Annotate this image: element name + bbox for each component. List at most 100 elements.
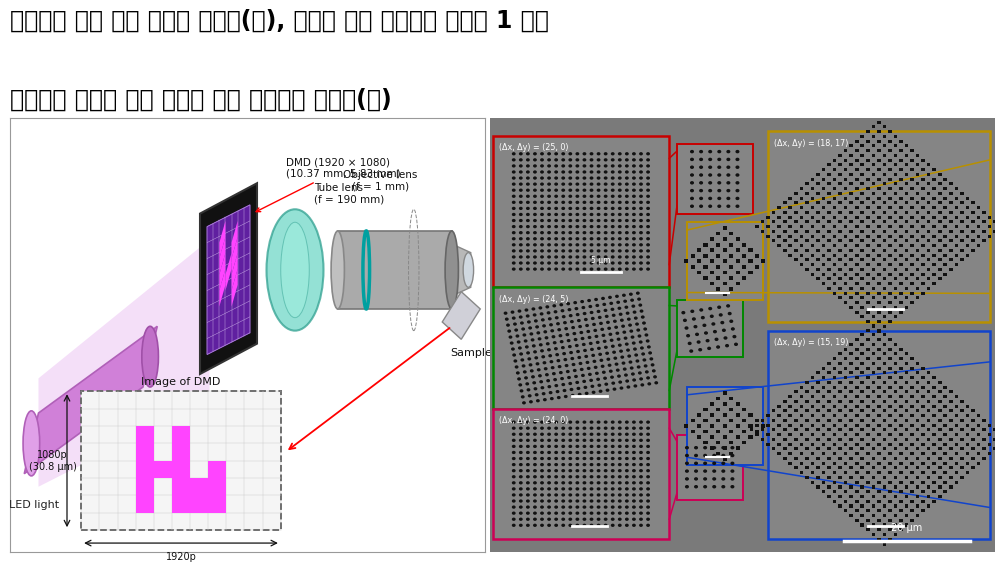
Bar [691, 419, 695, 422]
Circle shape [547, 451, 551, 454]
Circle shape [547, 195, 551, 198]
Bar [822, 367, 825, 370]
Bar [888, 159, 892, 162]
Circle shape [575, 158, 579, 162]
Polygon shape [232, 221, 238, 258]
Bar [805, 202, 809, 204]
Bar [723, 248, 727, 252]
Bar [955, 462, 958, 464]
Circle shape [575, 213, 579, 216]
Bar [729, 397, 733, 400]
Bar [777, 433, 781, 436]
Bar [844, 414, 847, 417]
Circle shape [554, 475, 558, 479]
Bar [883, 135, 886, 138]
Circle shape [519, 195, 523, 198]
Bar [888, 196, 892, 200]
Bar [955, 405, 958, 408]
Bar [883, 466, 886, 470]
Bar [822, 244, 825, 247]
Ellipse shape [463, 253, 474, 287]
Circle shape [618, 475, 622, 479]
Circle shape [534, 387, 537, 390]
Circle shape [622, 361, 625, 365]
Circle shape [540, 386, 544, 390]
Circle shape [540, 517, 544, 521]
Bar [849, 343, 853, 346]
Circle shape [574, 375, 578, 378]
Bar [844, 225, 847, 228]
Circle shape [607, 327, 611, 330]
Bar [866, 244, 870, 247]
Circle shape [583, 517, 586, 521]
Circle shape [597, 481, 600, 484]
Bar [966, 443, 969, 446]
Bar [766, 433, 770, 436]
Circle shape [519, 243, 523, 247]
Bar [943, 272, 947, 276]
Circle shape [608, 364, 611, 367]
Bar [788, 225, 792, 228]
Bar [883, 390, 886, 394]
Circle shape [592, 391, 596, 394]
Bar [905, 457, 908, 460]
Bar [894, 154, 897, 157]
Circle shape [590, 463, 593, 466]
Bar [805, 409, 809, 413]
Bar [844, 462, 847, 464]
Bar [943, 216, 947, 218]
Circle shape [611, 176, 615, 180]
Circle shape [639, 261, 643, 265]
Bar [855, 386, 859, 388]
Circle shape [689, 350, 693, 353]
Bar [949, 448, 953, 450]
Circle shape [566, 370, 570, 373]
Bar [877, 282, 881, 285]
Bar [866, 311, 870, 314]
Bar [800, 423, 803, 427]
Bar [921, 187, 925, 190]
Bar [849, 192, 853, 195]
Bar [921, 386, 925, 388]
Bar [899, 140, 903, 142]
Circle shape [519, 481, 523, 484]
Circle shape [625, 445, 629, 448]
Bar [800, 414, 803, 417]
Bar [883, 230, 886, 233]
Circle shape [646, 219, 650, 222]
Circle shape [630, 367, 634, 370]
Circle shape [590, 487, 593, 490]
Bar [960, 438, 964, 441]
Bar [932, 386, 936, 388]
Bar [894, 135, 897, 138]
Bar [905, 495, 908, 498]
Circle shape [575, 344, 579, 347]
Circle shape [575, 171, 579, 173]
Bar [805, 258, 809, 261]
Circle shape [564, 395, 568, 398]
Circle shape [561, 524, 565, 527]
Circle shape [590, 267, 593, 271]
Circle shape [575, 381, 579, 384]
Circle shape [576, 350, 580, 353]
Circle shape [534, 356, 538, 360]
Bar [905, 372, 908, 374]
Bar [872, 352, 875, 355]
Bar [855, 311, 859, 314]
Bar [816, 428, 820, 431]
Bar [938, 476, 942, 479]
Bar [894, 514, 897, 517]
Circle shape [610, 338, 614, 342]
Circle shape [592, 360, 596, 363]
Bar [910, 414, 914, 417]
Bar [877, 500, 881, 503]
Circle shape [533, 493, 537, 497]
Polygon shape [200, 183, 257, 374]
Circle shape [625, 195, 629, 198]
Bar [877, 235, 881, 238]
Circle shape [526, 445, 530, 448]
Circle shape [646, 200, 650, 204]
Circle shape [568, 457, 572, 460]
Text: 1920p
(54.8 μm): 1920p (54.8 μm) [157, 552, 205, 563]
Bar [866, 395, 870, 398]
